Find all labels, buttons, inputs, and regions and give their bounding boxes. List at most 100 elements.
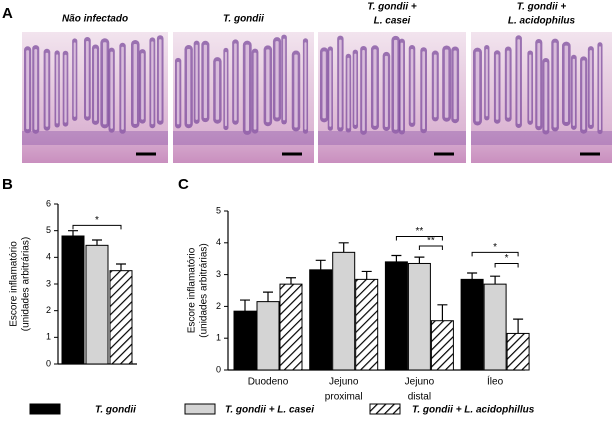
legend-label: T. gondii + L. acidophillus [412,405,535,416]
y-tick-label: 2 [216,301,221,311]
error-bar [414,256,425,264]
x-tick-label: distal [408,392,431,403]
crypt-layer [173,131,314,145]
crypt-layer [318,131,466,145]
villus-core [537,43,541,127]
villus-core [94,48,97,121]
significance-bracket [395,235,443,241]
image-caption: Não infectado [62,14,128,25]
y-tick-label: 1 [46,332,51,342]
error-bar [437,304,448,321]
error-bar [240,299,250,312]
villus-core [453,50,457,120]
error-bar [467,272,478,280]
y-axis-label: Escore inflamatório [187,247,198,333]
villus-core [393,39,398,130]
bar [460,278,484,371]
bar [407,262,431,371]
bar [279,283,303,371]
villus-core [572,58,575,126]
villus-core [517,39,520,124]
villus-core [245,44,250,131]
villus-core [73,42,76,117]
error-bar [92,239,102,246]
crypt-layer [22,131,168,145]
villus-core [564,45,569,123]
villus-core [384,55,388,127]
legend-label: T. gondii + L. casei [225,405,314,416]
villus-core [362,49,365,131]
bar [430,320,454,371]
bar [61,235,85,365]
panel-label: A [2,5,13,22]
villus-core [133,43,137,124]
villus-core [110,51,113,129]
y-tick-label: 5 [216,205,221,215]
villus-core [304,42,307,130]
bar [483,283,507,371]
villus-core [485,49,488,117]
significance-label: * [505,253,509,264]
y-axis-label: (unidades arbitrárias) [21,237,32,332]
villus-core [26,50,30,130]
y-tick-label: 3 [216,269,221,279]
villus-core [86,41,89,117]
image-caption: T. gondii [223,14,264,25]
y-tick-label: 4 [216,237,221,247]
error-bar [263,291,273,302]
y-tick-label: 6 [46,198,51,208]
crypt-layer [471,131,612,145]
villus-core [215,61,220,120]
bar [309,269,333,371]
image-caption: T. gondii + [517,2,567,13]
x-tick-label: Íleo [487,375,504,388]
error-bar [391,254,402,262]
villus-core [176,61,180,125]
y-tick-label: 4 [46,252,51,262]
villus-core [373,49,377,126]
bar [109,270,133,365]
legend-label: T. gondii [95,405,136,416]
villus-core [186,48,191,125]
error-bar [315,259,326,270]
error-bar [513,318,524,334]
image-caption: L. acidophilus [508,16,576,27]
bar [85,244,109,365]
x-tick-label: proximal [325,392,363,403]
villus-core [598,46,601,131]
panel-label: B [2,176,13,193]
x-tick-label: Jejuno [405,377,435,388]
villus-core [203,44,207,119]
villus-core [195,44,198,120]
bar [384,261,408,371]
error-bar [338,242,349,253]
legend-swatch [369,403,401,415]
villus-core [329,50,332,127]
villus-core [544,61,548,131]
villus-core [34,49,38,130]
villus-core [589,50,593,125]
error-bar [286,277,296,285]
bar [355,278,379,371]
y-tick-label: 1 [216,333,221,343]
villus-core [275,41,279,118]
villus-core [141,53,144,120]
bar [332,251,356,371]
villus-core [506,50,510,118]
bar [233,310,257,371]
error-bar [68,230,78,236]
y-tick-label: 5 [46,225,51,235]
significance-bracket [418,245,443,250]
image-caption: T. gondii + [367,2,417,13]
villus-core [266,49,270,123]
villus-core [64,54,67,123]
villus-core [282,38,286,121]
y-tick-label: 0 [46,358,51,368]
villus-core [322,51,326,119]
significance-label: ** [427,236,435,247]
villus-core [158,39,162,121]
y-axis-label: (unidades arbitrárias) [199,243,210,338]
error-bar [490,275,501,285]
